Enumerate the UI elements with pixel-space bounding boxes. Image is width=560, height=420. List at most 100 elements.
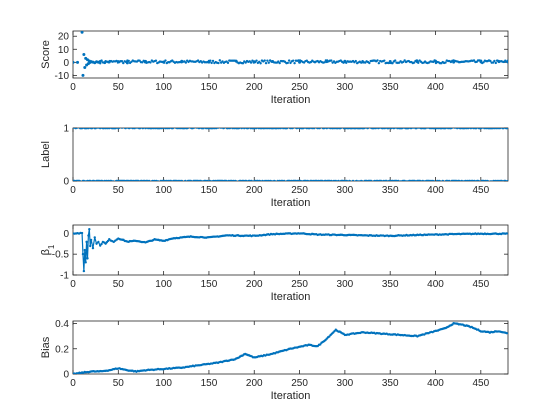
- x-tick-label: 400: [427, 82, 444, 93]
- data-point: [100, 242, 103, 246]
- data-point: [88, 228, 91, 231]
- x-tick-label: 350: [382, 279, 399, 290]
- x-tick-label: 450: [472, 185, 489, 196]
- x-tick-label: 300: [337, 378, 354, 389]
- data-point: [85, 240, 88, 244]
- x-tick-label: 200: [246, 185, 263, 196]
- data-point: [196, 59, 200, 62]
- data-point: [393, 59, 397, 62]
- x-tick-label: 200: [246, 82, 263, 93]
- data-point: [319, 343, 322, 346]
- data-point: [391, 62, 394, 65]
- y-tick-label: 0: [63, 58, 69, 69]
- subplot-1: 0 50 100 150 200 250 300 350 400 450-1001020Itera…: [40, 30, 509, 106]
- data-point: [80, 31, 84, 34]
- x-tick-label: 150: [201, 279, 218, 290]
- data-point: [89, 238, 93, 242]
- y-axis-label: Label: [40, 141, 52, 168]
- data-point: [95, 242, 98, 245]
- x-tick-label: 300: [337, 279, 354, 290]
- data-point: [478, 59, 481, 62]
- data-point: [415, 59, 419, 62]
- data-point: [82, 269, 86, 273]
- data-point: [506, 179, 508, 181]
- data-point: [377, 61, 381, 65]
- data-point: [91, 246, 95, 250]
- data-point: [122, 61, 125, 65]
- data-point: [251, 59, 254, 62]
- x-tick-label: 300: [337, 82, 354, 93]
- data-point: [289, 61, 292, 65]
- x-tick-label: 50: [113, 378, 125, 389]
- axes-box: [72, 30, 509, 79]
- x-tick-label: 50: [113, 82, 125, 93]
- data-point: [217, 61, 220, 65]
- x-tick-label: 100: [155, 279, 172, 290]
- data-point: [226, 61, 230, 65]
- data-point: [120, 60, 124, 63]
- x-tick-label: 450: [472, 279, 489, 290]
- data-point: [278, 61, 281, 65]
- data-point: [76, 60, 80, 64]
- axes-box: [72, 127, 509, 182]
- data-point: [154, 59, 158, 62]
- x-tick-label: 250: [291, 82, 308, 93]
- data-point: [241, 62, 245, 65]
- data-point: [73, 60, 75, 64]
- data-point: [86, 257, 89, 260]
- x-tick-label: 250: [291, 378, 308, 389]
- data-point: [413, 61, 416, 64]
- data-point: [249, 61, 253, 64]
- data-point: [264, 61, 268, 65]
- y-tick-label: 10: [58, 45, 70, 56]
- x-tick-label: 250: [291, 185, 308, 196]
- data-point: [267, 61, 270, 64]
- data-point: [100, 59, 103, 62]
- data-point: [330, 59, 333, 62]
- data-point: [287, 59, 291, 62]
- x-tick-label: 450: [472, 82, 489, 93]
- data-point: [286, 61, 289, 65]
- data-point: [323, 61, 326, 64]
- subplot-3: 0 50 100 150 200 250 300 350 400 450 -1 -0.5 0 Iterat…: [40, 224, 509, 303]
- data-point: [211, 59, 215, 63]
- data-point: [209, 59, 212, 62]
- data-point: [84, 261, 87, 264]
- data-point: [93, 236, 96, 239]
- data-point: [83, 66, 87, 70]
- plot-area: [73, 128, 508, 181]
- x-tick-label: 300: [337, 185, 354, 196]
- data-point: [383, 59, 386, 62]
- y-tick-label: 1: [63, 124, 69, 135]
- y-tick-label: 20: [58, 32, 70, 43]
- data-point: [505, 331, 508, 335]
- data-point: [138, 59, 141, 62]
- x-tick-label: 0: [70, 82, 76, 93]
- y-axis-label: Bias: [40, 336, 52, 358]
- data-point: [493, 59, 496, 63]
- data-point: [81, 252, 85, 256]
- x-axis-label: Iteration: [271, 197, 311, 209]
- x-tick-label: 400: [427, 279, 444, 290]
- data-point: [263, 59, 266, 62]
- x-tick-label: 350: [382, 82, 399, 93]
- y-tick-label: 0: [63, 177, 69, 188]
- x-tick-label: 150: [201, 378, 218, 389]
- x-tick-label: 50: [113, 185, 125, 196]
- data-point: [506, 59, 508, 62]
- y-tick-label: 0: [63, 229, 69, 240]
- x-tick-label: 400: [427, 185, 444, 196]
- y-axis-label: Score: [40, 40, 52, 69]
- data-point: [491, 61, 495, 64]
- x-tick-label: 200: [246, 279, 263, 290]
- x-tick-label: 0: [70, 279, 76, 290]
- x-tick-label: 0: [70, 185, 76, 196]
- data-point: [218, 59, 222, 62]
- data-point: [89, 244, 92, 248]
- data-point: [80, 231, 84, 235]
- data-point: [115, 59, 118, 63]
- data-point: [82, 53, 86, 56]
- data-point: [97, 240, 100, 244]
- data-point: [210, 61, 213, 65]
- data-point: [292, 59, 295, 62]
